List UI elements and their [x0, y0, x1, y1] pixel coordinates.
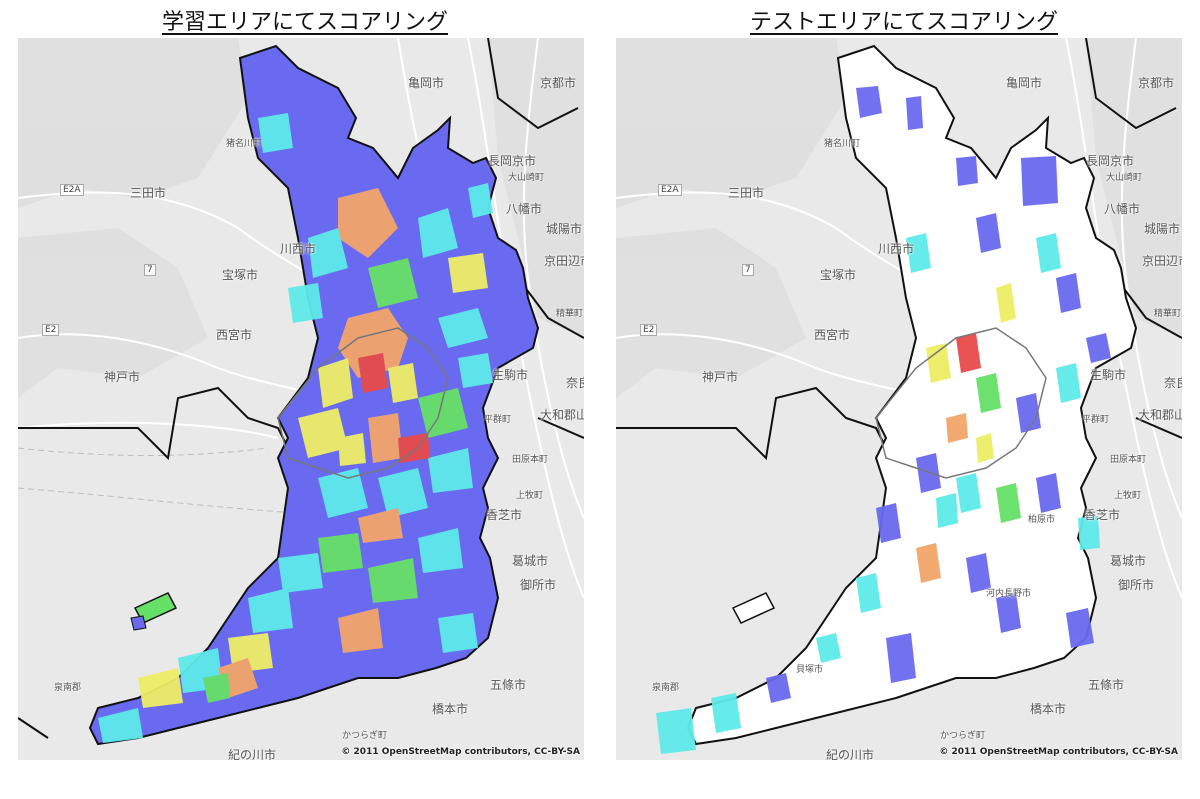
place-label-kyoto: 京都市: [1138, 76, 1175, 90]
place-label-gose: 御所市: [1118, 578, 1155, 592]
place-label-kaizuka: 貝塚市: [796, 665, 824, 675]
place-label-seika: 精華町: [556, 309, 584, 319]
place-label-kameoka: 亀岡市: [1006, 76, 1043, 90]
place-label-kyotanabe: 京田辺市: [1142, 254, 1182, 268]
place-label-joyo: 城陽市: [546, 222, 583, 236]
kansai-airport-island: [731, 592, 776, 624]
place-label-takarazuka: 宝塚市: [222, 268, 259, 282]
place-label-gose: 御所市: [520, 578, 557, 592]
place-label-kudoyama: かつらぎ町: [940, 731, 986, 741]
place-label-sanda: 三田市: [728, 186, 765, 200]
place-label-ikoma: 生駒市: [1090, 368, 1127, 382]
place-label-kashiba: 香芝市: [1084, 508, 1121, 522]
place-label-kashiwara: 柏原市: [1028, 515, 1056, 525]
road-label-e2a: E2A: [60, 184, 84, 196]
place-label-kawanishi: 川西市: [280, 242, 317, 256]
place-label-yamatokoriyama: 大和郡山市: [1138, 408, 1182, 422]
place-label-joyo: 城陽市: [1144, 222, 1181, 236]
place-label-nishinomiya: 西宮市: [216, 328, 253, 342]
basemap-terrain: [616, 38, 1182, 398]
place-label-yawata: 八幡市: [1104, 202, 1141, 216]
place-label-yawata: 八幡市: [506, 202, 543, 216]
place-label-nishinomiya: 西宮市: [814, 328, 851, 342]
place-label-hashimoto: 橋本市: [432, 702, 469, 716]
right-map-title: テストエリアにてスコアリング: [750, 10, 1059, 35]
place-label-kinokawa: 紀の川市: [228, 748, 277, 760]
place-label-takarazuka: 宝塚市: [820, 268, 857, 282]
place-label-kanmaki: 上牧町: [516, 491, 544, 501]
road-label-7: 7: [742, 264, 754, 276]
place-label-kameoka: 亀岡市: [408, 76, 445, 90]
place-label-ikoma: 生駒市: [492, 368, 529, 382]
place-label-katsuragi: 葛城市: [512, 554, 549, 568]
place-label-oyamazaki: 大山崎町: [508, 173, 545, 183]
basemap-terrain: [18, 38, 584, 398]
place-label-tawaramoto: 田原本町: [512, 455, 549, 465]
place-label-kawanishi: 川西市: [878, 242, 915, 256]
test-area-score-map[interactable]: 亀岡市 京都市 猪名川町 長岡京市 大山崎町 三田市 八幡市 城陽市 川西市 京…: [616, 38, 1182, 760]
place-label-seika: 精華町: [1154, 309, 1182, 319]
place-label-kudoyama: かつらぎ町: [342, 731, 388, 741]
place-label-sanda: 三田市: [130, 186, 167, 200]
place-label-kyoto: 京都市: [540, 76, 577, 90]
place-label-hashimoto: 橋本市: [1030, 702, 1067, 716]
kansai-airport-island: [130, 592, 178, 631]
place-label-tawaramoto: 田原本町: [1110, 455, 1147, 465]
place-label-sennan: 泉南郡: [652, 683, 680, 693]
map-attribution: © 2011 OpenStreetMap contributors, CC-BY…: [939, 747, 1178, 757]
place-label-kyotanabe: 京田辺市: [544, 254, 584, 268]
coastline-roads: [18, 447, 299, 514]
place-label-oyamazaki: 大山崎町: [1106, 173, 1143, 183]
test-area-map-canvas: [616, 38, 1182, 754]
place-label-nara: 奈良市: [566, 376, 584, 390]
training-area-map-canvas: [18, 38, 584, 746]
place-label-kawachinagano: 河内長野市: [986, 589, 1032, 599]
place-label-yamatokoriyama: 大和郡山市: [540, 408, 584, 422]
place-label-kinokawa: 紀の川市: [826, 748, 875, 760]
place-label-nagaokakyo: 長岡京市: [488, 154, 537, 168]
road-label-e2: E2: [42, 324, 60, 336]
prefecture-borders: [616, 38, 1182, 461]
place-label-inagawa: 猪名川町: [824, 139, 861, 149]
osaka-city-boundary: [277, 327, 449, 479]
place-label-gojo: 五條市: [1088, 678, 1125, 692]
score-patches: [656, 86, 1111, 754]
score-patches: [98, 113, 493, 743]
left-map-title: 学習エリアにてスコアリング: [162, 10, 449, 35]
place-label-sennan: 泉南郡: [54, 683, 82, 693]
osaka-city-boundary: [875, 327, 1047, 479]
place-label-kobe: 神戸市: [702, 370, 739, 384]
place-label-inagawa: 猪名川町: [226, 139, 263, 149]
place-label-katsuragi: 葛城市: [1110, 554, 1147, 568]
road-label-e2: E2: [640, 324, 658, 336]
prefecture-borders: [18, 38, 584, 739]
place-label-heguri: 平群町: [484, 415, 512, 425]
place-label-kobe: 神戸市: [104, 370, 141, 384]
road-label-7: 7: [144, 264, 156, 276]
place-label-nagaokakyo: 長岡京市: [1086, 154, 1135, 168]
place-label-kanmaki: 上牧町: [1114, 491, 1142, 501]
training-area-score-map[interactable]: 亀岡市 京都市 猪名川町 長岡京市 大山崎町 三田市 八幡市 城陽市 川西市 京…: [18, 38, 584, 760]
road-label-e2a: E2A: [658, 184, 682, 196]
place-label-nara: 奈良市: [1164, 376, 1182, 390]
map-attribution: © 2011 OpenStreetMap contributors, CC-BY…: [341, 747, 580, 757]
place-label-heguri: 平群町: [1082, 415, 1110, 425]
place-label-gojo: 五條市: [490, 678, 527, 692]
place-label-kashiba: 香芝市: [486, 508, 523, 522]
